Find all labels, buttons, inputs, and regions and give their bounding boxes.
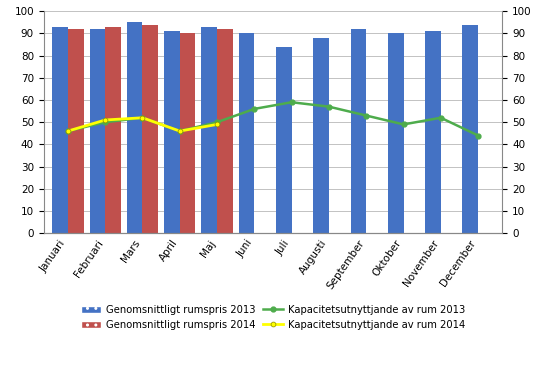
- Bar: [462, 24, 478, 233]
- Legend: Genomsnittligt rumspris 2013, Genomsnittligt rumspris 2014, Kapacitetsutnyttjand: Genomsnittligt rumspris 2013, Genomsnitt…: [81, 305, 465, 330]
- Bar: [52, 27, 68, 233]
- Bar: [425, 31, 441, 233]
- Bar: [127, 23, 143, 233]
- Bar: [180, 33, 195, 233]
- Bar: [143, 24, 158, 233]
- Bar: [313, 38, 329, 233]
- Bar: [164, 31, 180, 233]
- Bar: [276, 47, 292, 233]
- Bar: [90, 29, 105, 233]
- Bar: [105, 27, 121, 233]
- Bar: [388, 33, 403, 233]
- Bar: [351, 29, 366, 233]
- Bar: [201, 27, 217, 233]
- Bar: [239, 33, 254, 233]
- Bar: [68, 29, 84, 233]
- Bar: [217, 29, 233, 233]
